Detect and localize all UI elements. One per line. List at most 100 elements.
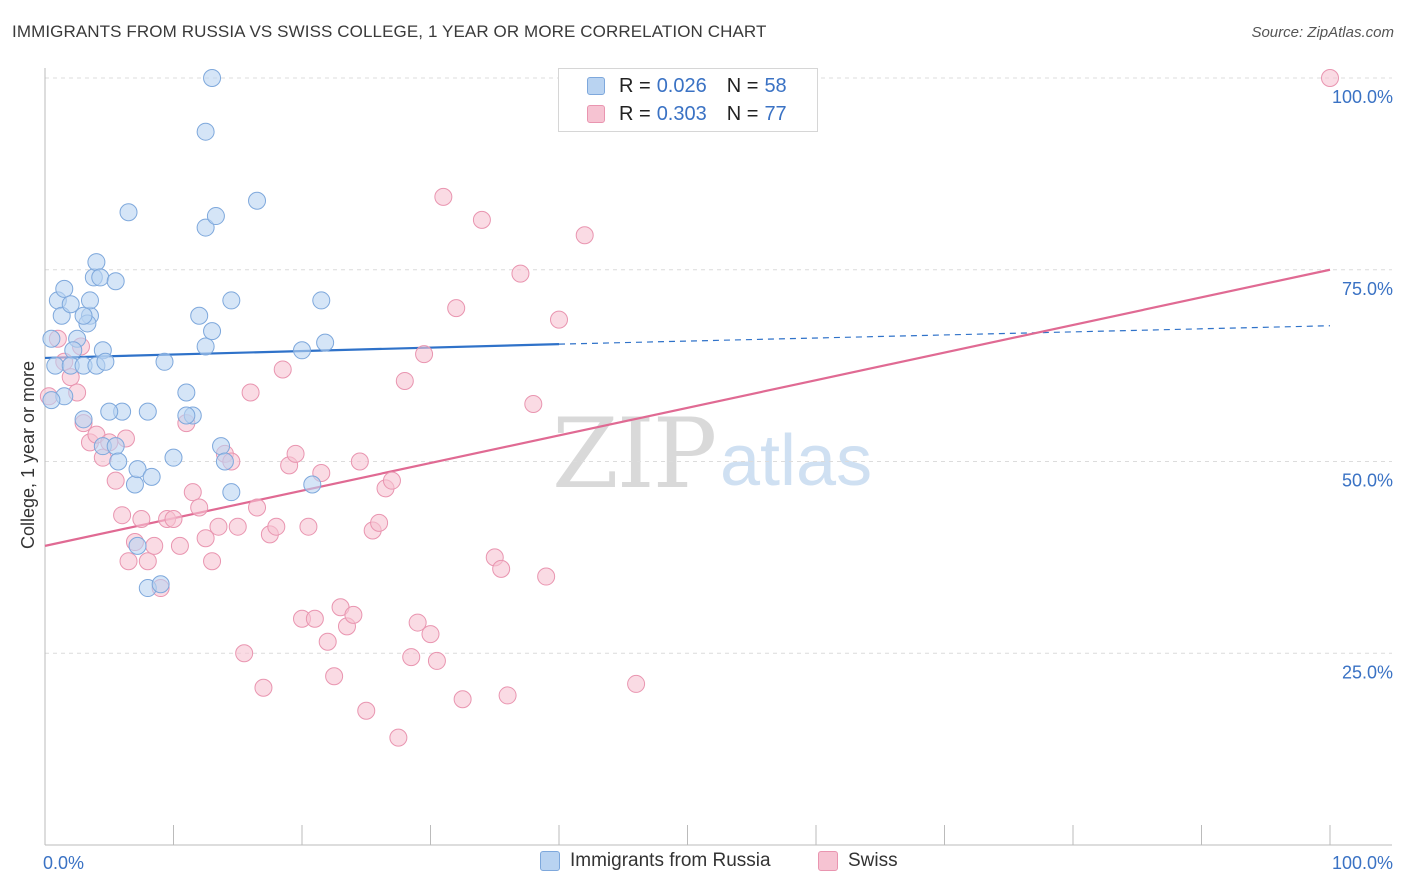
legend-row-swiss: R = 0.303 N = 77 <box>587 101 787 127</box>
legend-r-label: R = <box>619 102 651 125</box>
point-swiss <box>550 310 568 329</box>
point-russia <box>196 337 215 356</box>
point-swiss <box>575 226 594 245</box>
point-swiss <box>395 371 414 390</box>
legend-row-russia: R = 0.026 N = 58 <box>587 73 787 99</box>
point-russia <box>42 391 61 410</box>
point-swiss <box>421 625 440 644</box>
point-swiss <box>228 517 247 536</box>
point-swiss <box>132 510 151 529</box>
point-russia <box>42 329 61 348</box>
point-russia <box>138 402 157 421</box>
legend-box: R = 0.026 N = 58 R = 0.303 N = 77 <box>558 68 818 132</box>
point-swiss <box>209 517 228 536</box>
point-russia <box>74 410 93 429</box>
point-swiss <box>235 644 254 663</box>
trend-line-swiss <box>44 268 1331 547</box>
point-russia <box>119 203 138 222</box>
point-russia <box>196 218 215 237</box>
point-russia <box>196 122 215 141</box>
point-russia <box>177 383 196 402</box>
point-swiss <box>267 517 286 536</box>
point-swiss <box>254 678 273 697</box>
point-russia <box>203 69 222 87</box>
legend-swatch-swiss <box>587 105 605 123</box>
point-russia <box>109 452 128 471</box>
legend-n-value-russia: 58 <box>764 74 787 97</box>
point-swiss <box>106 471 125 490</box>
bottom-legend-russia[interactable]: Immigrants from Russia <box>540 850 771 872</box>
point-swiss <box>203 552 222 571</box>
trend-lines <box>44 268 1331 547</box>
point-russia <box>125 475 144 494</box>
point-russia <box>222 291 241 310</box>
point-swiss <box>382 471 401 490</box>
y-tick-label: 75.0% <box>1342 279 1393 299</box>
point-russia <box>61 295 80 314</box>
point-russia <box>215 452 234 471</box>
bottom-legend-swatch-swiss <box>818 851 838 871</box>
y-tick-label: 50.0% <box>1342 471 1393 491</box>
point-swiss <box>113 506 132 525</box>
point-russia <box>100 402 119 421</box>
point-russia <box>87 253 106 272</box>
point-swiss <box>389 728 408 747</box>
tick-labels: 100.0% 75.0% 50.0% 25.0% 0.0% 100.0% <box>43 87 1393 873</box>
point-russia <box>293 341 311 360</box>
point-russia <box>177 406 196 425</box>
point-swiss <box>627 674 646 693</box>
point-swiss <box>537 567 556 586</box>
watermark-zip: ZIP <box>552 398 717 510</box>
point-swiss <box>350 452 369 471</box>
bottom-legend-label-swiss: Swiss <box>848 850 898 871</box>
point-russia <box>128 460 147 479</box>
point-swiss <box>286 444 305 463</box>
point-russia <box>106 272 125 291</box>
point-russia <box>203 322 222 341</box>
point-swiss <box>299 517 318 536</box>
legend-r-value-russia: 0.026 <box>656 74 707 97</box>
grid-lines <box>45 77 1392 654</box>
point-swiss <box>434 187 453 206</box>
point-russia <box>91 268 110 287</box>
point-swiss <box>370 513 389 532</box>
y-tick-label: 25.0% <box>1342 662 1393 682</box>
point-russia <box>248 191 267 210</box>
point-russia <box>55 279 74 298</box>
point-russia <box>206 207 225 226</box>
point-swiss <box>183 483 202 502</box>
bottom-legend-swatch-russia <box>540 851 560 871</box>
point-swiss <box>325 667 344 686</box>
point-russia <box>164 448 183 467</box>
point-swiss <box>524 394 543 413</box>
point-swiss <box>472 210 491 229</box>
legend-n-value-swiss: 77 <box>764 102 787 125</box>
point-russia <box>155 352 174 371</box>
bottom-legend-swiss[interactable]: Swiss <box>818 850 898 872</box>
point-swiss <box>248 498 267 517</box>
point-russia <box>190 306 209 325</box>
point-swiss <box>402 648 421 667</box>
legend-n-label: N = <box>726 102 759 125</box>
y-tick-label: 100.0% <box>1332 87 1393 107</box>
point-swiss <box>344 605 363 624</box>
point-swiss <box>498 686 517 705</box>
point-swiss <box>190 498 209 517</box>
point-russia <box>46 356 65 375</box>
point-swiss <box>408 613 427 632</box>
point-russia <box>80 291 99 310</box>
point-swiss <box>138 552 157 571</box>
x-tick-label: 100.0% <box>1332 853 1393 873</box>
point-swiss <box>318 632 337 651</box>
source-label: Source: ZipAtlas.com <box>1251 24 1394 41</box>
legend-r-value-swiss: 0.303 <box>656 102 707 125</box>
legend-n-label: N = <box>726 74 759 97</box>
point-swiss <box>427 651 446 670</box>
point-swiss <box>447 299 466 318</box>
y-axis-label: College, 1 year or more <box>18 361 38 549</box>
point-russia <box>74 306 93 325</box>
point-swiss <box>357 701 376 720</box>
point-russia <box>142 467 161 486</box>
point-russia <box>64 341 83 360</box>
